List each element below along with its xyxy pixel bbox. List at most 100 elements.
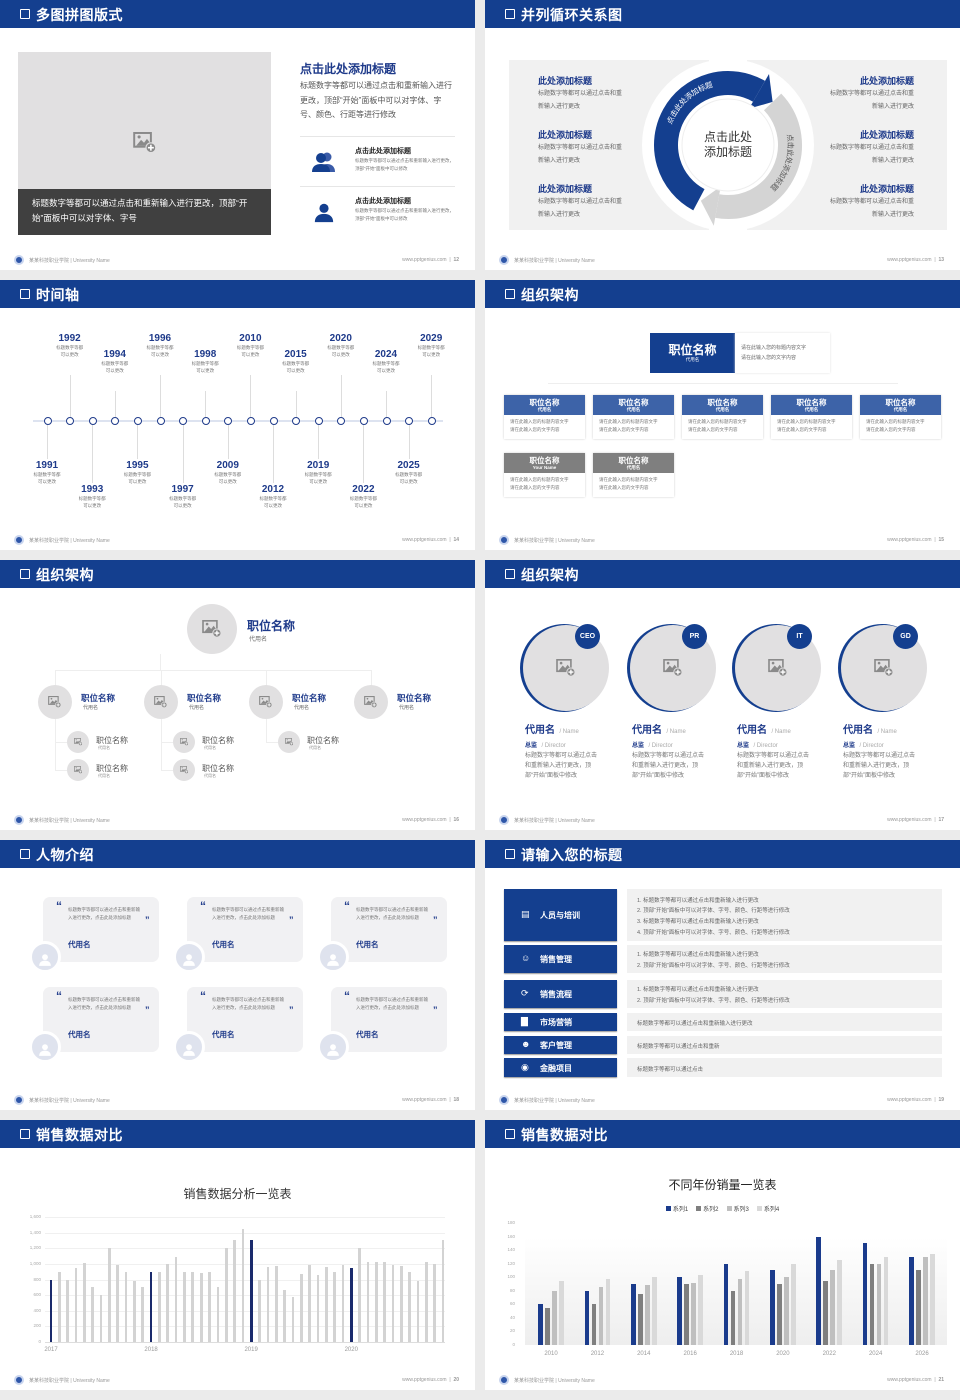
event-desc: 可以更改 <box>286 368 305 373</box>
timeline-node[interactable] <box>133 416 142 425</box>
position-card[interactable] <box>593 395 674 439</box>
quote-open-icon: “ <box>56 989 62 1003</box>
bar <box>784 1277 789 1345</box>
site-and-page: www.pptgenius.com | 16 <box>402 817 459 823</box>
category-button[interactable] <box>504 1013 617 1031</box>
bar <box>644 1285 650 1345</box>
position-sub: 代用名 <box>204 773 216 778</box>
right-item-desc: 新输入进行更改 <box>871 158 914 164</box>
event-year: 1995 <box>126 460 149 471</box>
right-item-title: 此处添加标题 <box>859 130 914 140</box>
bar <box>425 1262 428 1342</box>
site-and-page: www.pptgenius.com | 21 <box>887 1377 944 1383</box>
photo-placeholder[interactable] <box>67 759 89 781</box>
connector <box>55 742 67 743</box>
timeline-node[interactable] <box>111 416 120 425</box>
gridline <box>45 1263 445 1265</box>
event-desc: 可以更改 <box>60 352 79 357</box>
position-card[interactable] <box>771 395 852 439</box>
category-button[interactable] <box>504 1036 617 1054</box>
timeline-node[interactable] <box>359 416 368 425</box>
timeline-node[interactable] <box>337 416 346 425</box>
bar <box>399 1266 403 1342</box>
role-badge: PR <box>682 624 707 649</box>
section-heading: 点击此处添加标题 <box>300 62 397 76</box>
category-button[interactable] <box>504 889 617 941</box>
category-detail <box>627 945 942 973</box>
top-position-box[interactable] <box>650 333 735 373</box>
event-year: 1998 <box>194 349 217 360</box>
timeline-node[interactable] <box>43 416 52 425</box>
timeline-node[interactable] <box>427 416 436 425</box>
y-tick-label: 100 <box>507 1274 515 1280</box>
card-desc: 请在此输入您的标题内容文字 <box>866 419 925 424</box>
bar <box>545 1307 550 1345</box>
timeline-node[interactable] <box>224 416 233 425</box>
bar <box>324 1267 328 1342</box>
position-card[interactable] <box>593 453 674 497</box>
timeline-node[interactable] <box>88 416 97 425</box>
photo-placeholder[interactable] <box>144 685 178 719</box>
photo-placeholder[interactable] <box>278 731 300 753</box>
detail-line: 标题数字等都可以通过点击 <box>637 1066 704 1073</box>
position-title: 职位名称 <box>96 764 128 773</box>
legend-label: 系列4 <box>763 1207 780 1213</box>
photo-placeholder[interactable] <box>173 731 195 753</box>
photo-placeholder[interactable] <box>187 604 237 654</box>
checkbox-square-icon <box>20 289 30 299</box>
connector <box>92 421 94 483</box>
legend-label: 系列1 <box>672 1207 689 1213</box>
slide-footer: 某某科技职业学院 | University Name www.pptgenius.… <box>0 1092 475 1108</box>
category-button[interactable] <box>504 1058 617 1077</box>
position-card[interactable] <box>504 453 585 497</box>
timeline-node[interactable] <box>179 416 188 425</box>
bar <box>83 1263 86 1342</box>
user-icon <box>327 954 339 966</box>
card-sub: 代用名 <box>626 407 641 412</box>
avatar[interactable] <box>29 941 61 973</box>
slide-title: 组织架构 <box>521 567 579 583</box>
site-url: www.pptgenius.com <box>887 537 932 543</box>
timeline-node[interactable] <box>246 416 255 425</box>
photo-placeholder[interactable] <box>67 731 89 753</box>
image-placeholder-icon <box>284 738 294 746</box>
category-button[interactable] <box>504 945 617 973</box>
card-title: 职位名称 <box>618 456 649 465</box>
right-item-desc: 标题数字等都可以通过点击和重 <box>829 199 914 205</box>
slide-footer: 某某科技职业学院 | University Name www.pptgenius.… <box>485 1092 960 1108</box>
event-year: 2010 <box>239 333 262 344</box>
avatar[interactable] <box>173 941 205 973</box>
legend: 系列1 系列2 系列3 系列4 <box>485 1204 960 1213</box>
category-button[interactable] <box>504 980 617 1008</box>
photo-placeholder[interactable] <box>354 685 388 719</box>
site-url: www.pptgenius.com <box>887 817 932 823</box>
photo-placeholder[interactable] <box>249 685 283 719</box>
avatar[interactable] <box>173 1031 205 1063</box>
timeline-node[interactable] <box>156 416 165 425</box>
y-tick-label: 600 <box>33 1292 41 1298</box>
timeline-node[interactable] <box>314 416 323 425</box>
timeline-node[interactable] <box>382 416 391 425</box>
bar <box>199 1273 203 1342</box>
school-logo-icon <box>499 1375 509 1385</box>
avatar[interactable] <box>317 1031 349 1063</box>
bar <box>777 1284 782 1345</box>
timeline-node[interactable] <box>405 416 414 425</box>
chart-title: 销售数据分析一览表 <box>183 1187 292 1201</box>
position-sub: 代用名 <box>189 705 205 711</box>
timeline-node[interactable] <box>201 416 210 425</box>
position-sub: 代用名 <box>249 637 268 643</box>
photo-placeholder[interactable] <box>38 685 72 719</box>
bar <box>883 1256 889 1345</box>
position-card[interactable] <box>682 395 763 439</box>
slide-footer: 某某科技职业学院 | University Name www.pptgenius.… <box>485 1372 960 1388</box>
timeline-node[interactable] <box>269 416 278 425</box>
timeline-node[interactable] <box>292 416 301 425</box>
position-card[interactable] <box>504 395 585 439</box>
timeline-node[interactable] <box>66 416 75 425</box>
avatar[interactable] <box>317 941 349 973</box>
bar <box>299 1274 303 1342</box>
avatar[interactable] <box>29 1031 61 1063</box>
position-card[interactable] <box>860 395 941 439</box>
photo-placeholder[interactable] <box>173 759 195 781</box>
